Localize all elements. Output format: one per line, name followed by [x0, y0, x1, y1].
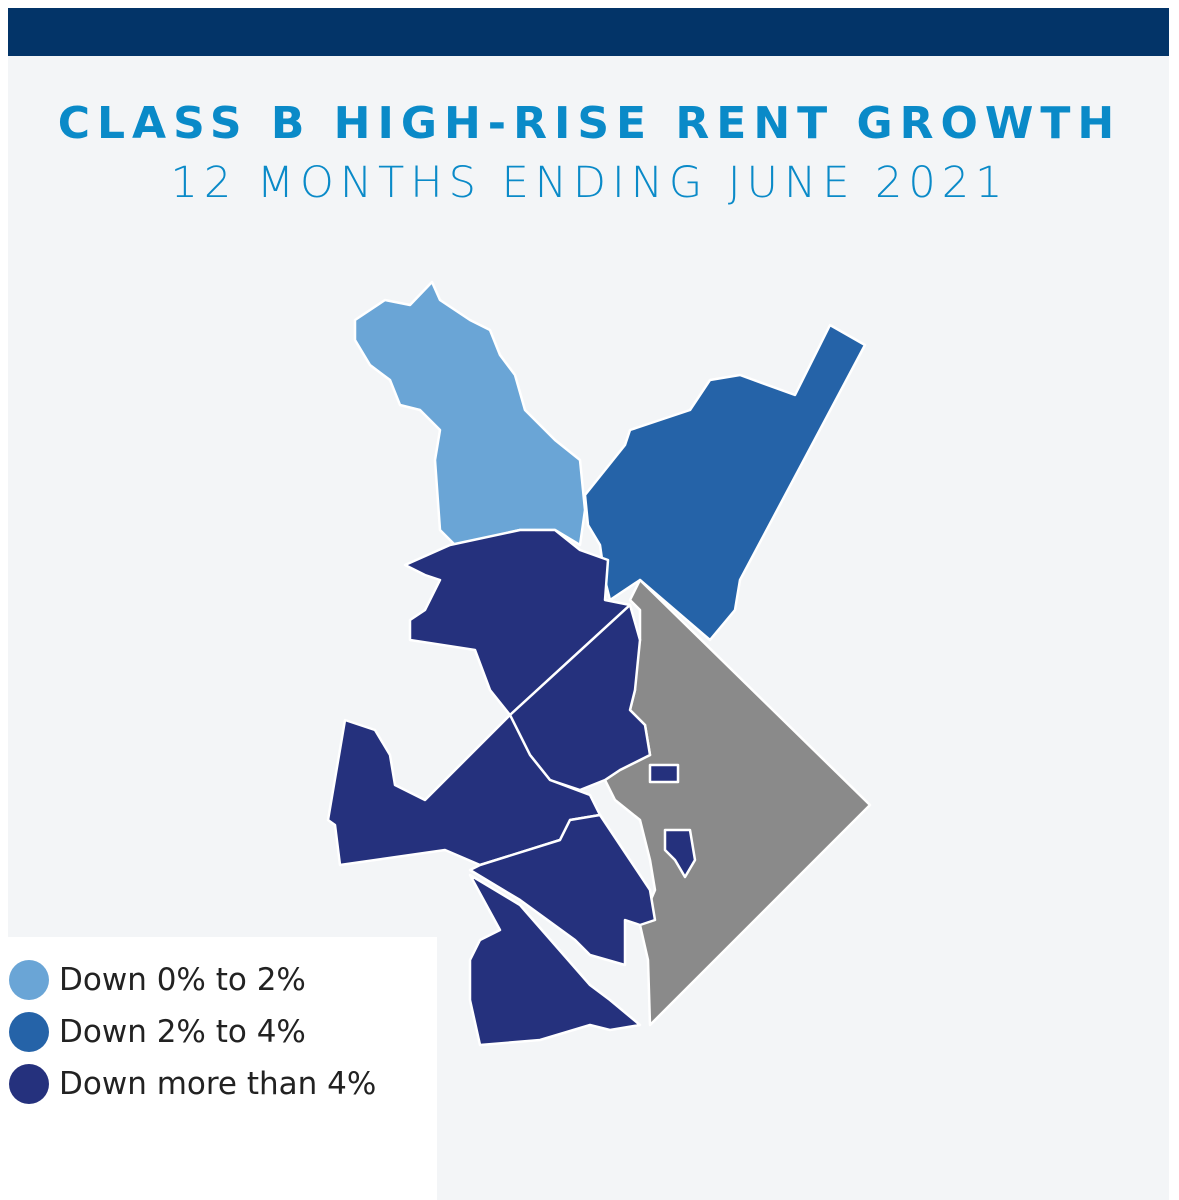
legend-label: Down 0% to 2%: [59, 962, 306, 998]
region: [326, 713, 602, 867]
region: [468, 873, 642, 1047]
region: [353, 280, 587, 547]
legend-swatch: [9, 1064, 49, 1104]
legend-label: Down more than 4%: [59, 1066, 377, 1102]
region: [648, 763, 680, 784]
legend-label: Down 2% to 4%: [59, 1014, 306, 1050]
legend-item: Down 0% to 2%: [9, 960, 306, 1000]
header-bar: [8, 8, 1169, 56]
legend-swatch: [9, 1012, 49, 1052]
map-title: CLASS B HIGH-RISE RENT GROWTH: [57, 98, 1122, 149]
region: [583, 323, 867, 642]
legend-item: Down more than 4%: [9, 1064, 376, 1104]
region: [663, 828, 697, 879]
legend: Down 0% to 2% Down 2% to 4% Down more than…: [0, 937, 437, 1200]
region: [468, 813, 657, 967]
legend-swatch: [9, 960, 49, 1000]
region: [603, 578, 872, 1027]
legend-item: Down 2% to 4%: [9, 1012, 306, 1052]
map-subtitle: 12 MONTHS ENDING JUNE 2021: [170, 158, 1009, 208]
